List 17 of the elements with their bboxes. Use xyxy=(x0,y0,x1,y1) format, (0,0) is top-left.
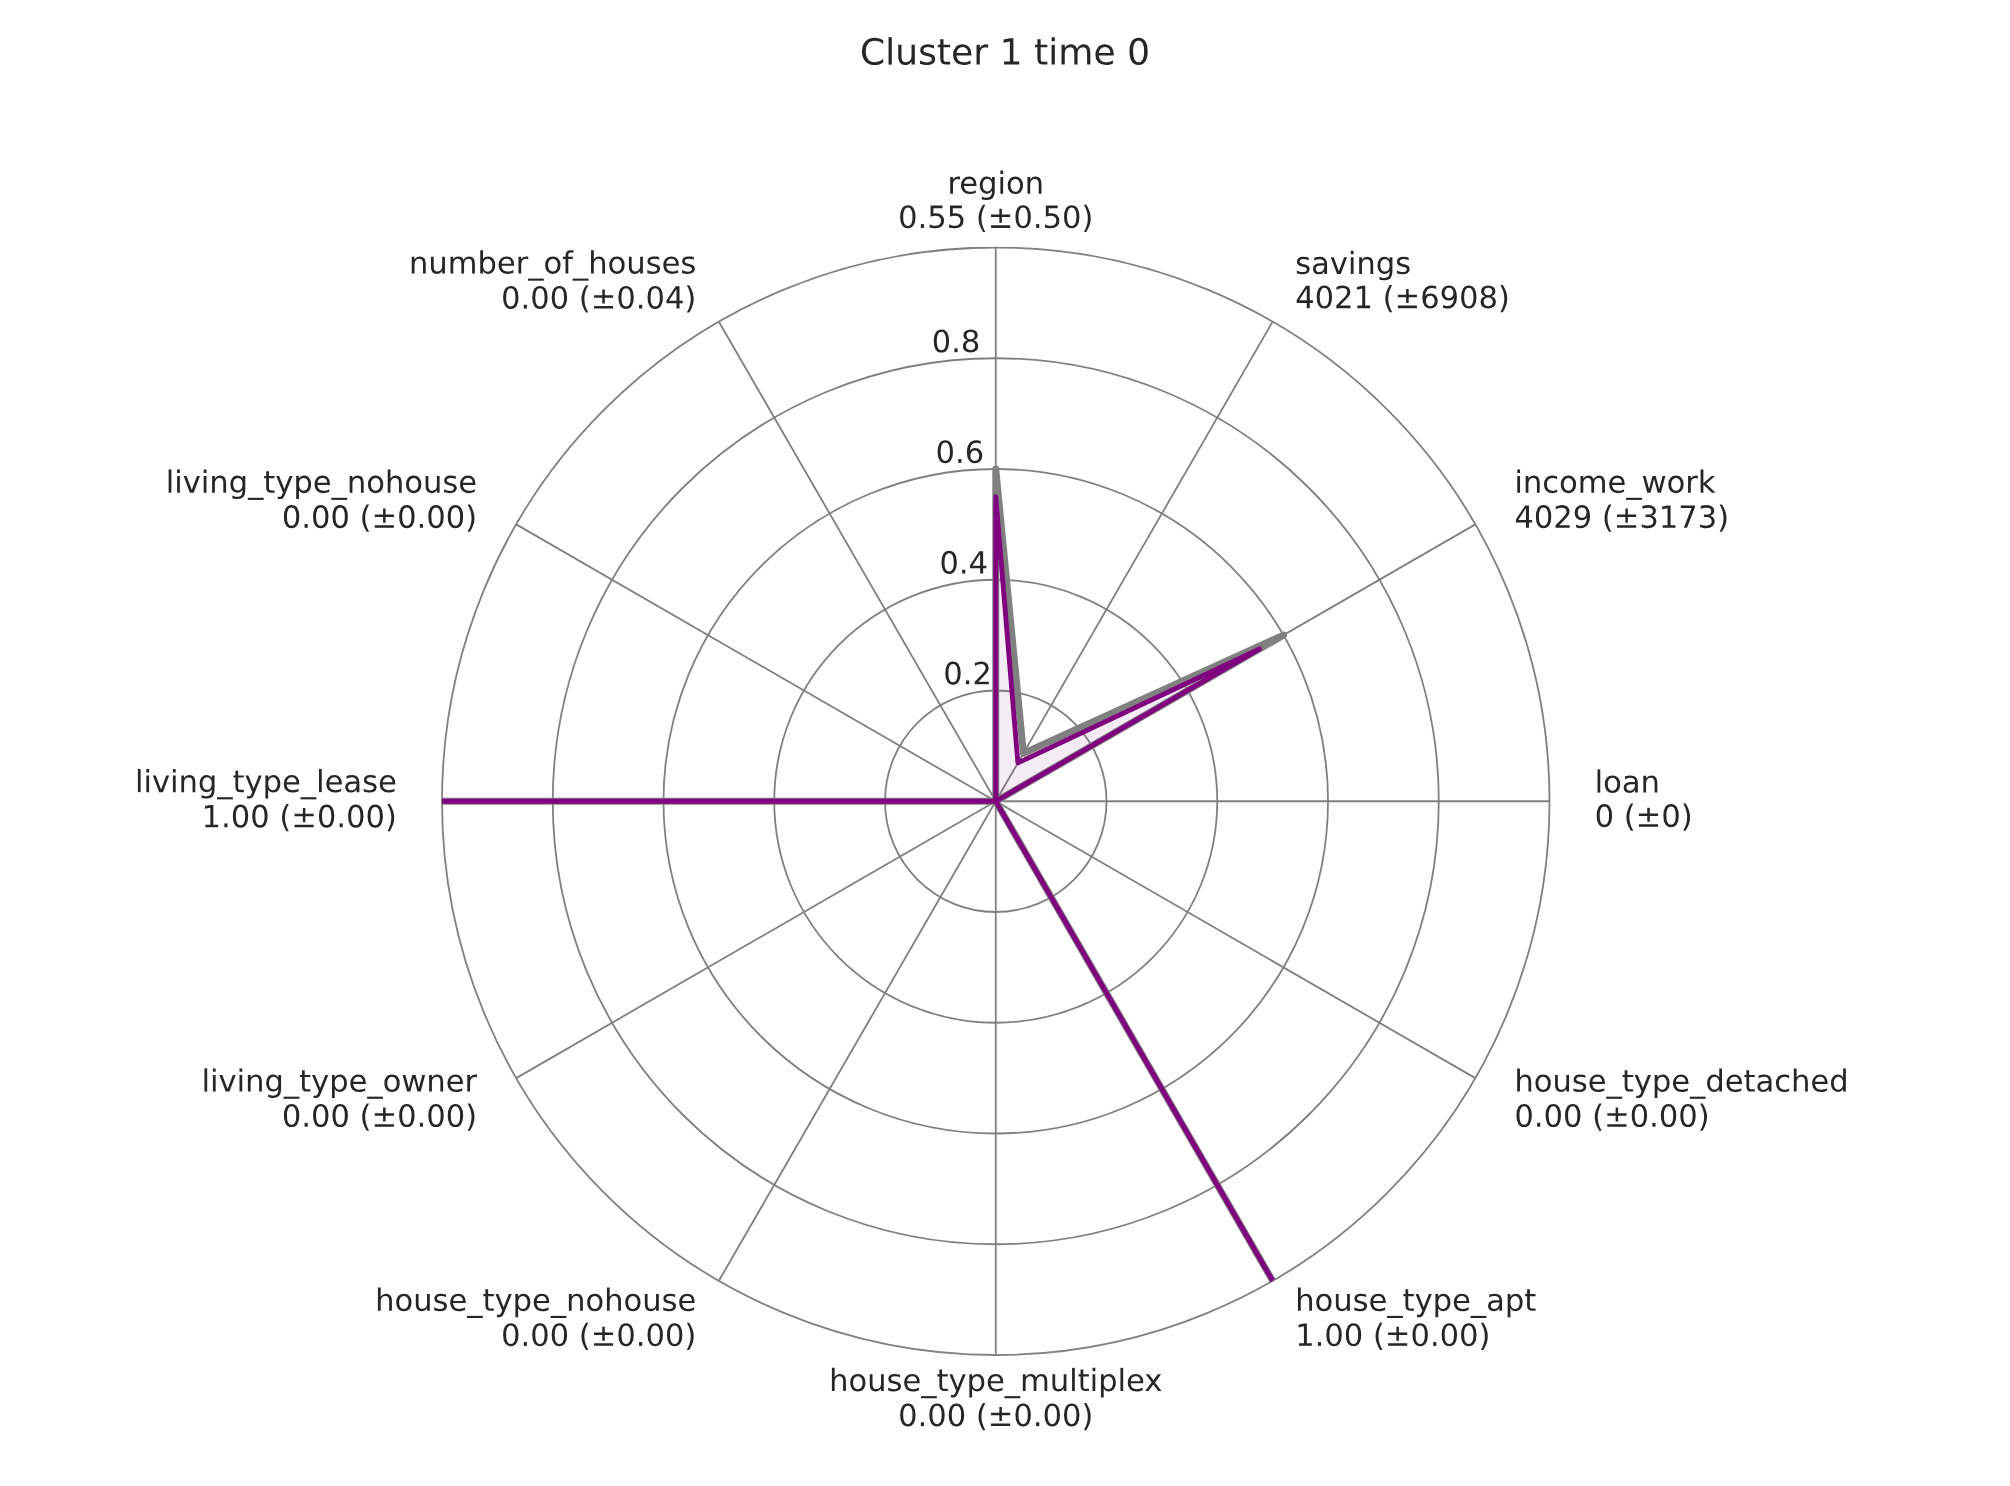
spoke-label: number_of_houses 0.00 (±0.04) xyxy=(411,250,695,313)
spoke-label: savings 4021 (±6908) xyxy=(1296,250,1508,313)
spoke-label: region 0.55 (±0.50) xyxy=(900,170,1091,232)
spoke-label: house_type_detached 0.00 (±0.00) xyxy=(1516,1068,1846,1131)
spoke-label: living_type_nohouse 0.00 (±0.00) xyxy=(168,469,476,532)
y-tick-label: 0.8 xyxy=(933,329,979,353)
spoke-label: living_type_owner 0.00 (±0.00) xyxy=(204,1068,478,1131)
spoke-label: living_type_lease 1.00 (±0.00) xyxy=(137,768,396,832)
y-tick-label: 0.4 xyxy=(941,550,987,574)
spoke-label: house_type_multiplex 0.00 (±0.00) xyxy=(831,1367,1162,1431)
y-tick-label: 0.2 xyxy=(945,661,989,685)
spoke-label: house_type_apt 1.00 (±0.00) xyxy=(1297,1287,1536,1350)
chart-title: Cluster 1 time 0 xyxy=(861,37,1148,66)
spoke-label: house_type_nohouse 0.00 (±0.00) xyxy=(377,1287,695,1350)
spoke-label: loan 0 (±0) xyxy=(1596,769,1691,831)
y-tick-label: 0.6 xyxy=(937,440,983,464)
spoke-label: income_work 4029 (±3173) xyxy=(1515,469,1727,532)
